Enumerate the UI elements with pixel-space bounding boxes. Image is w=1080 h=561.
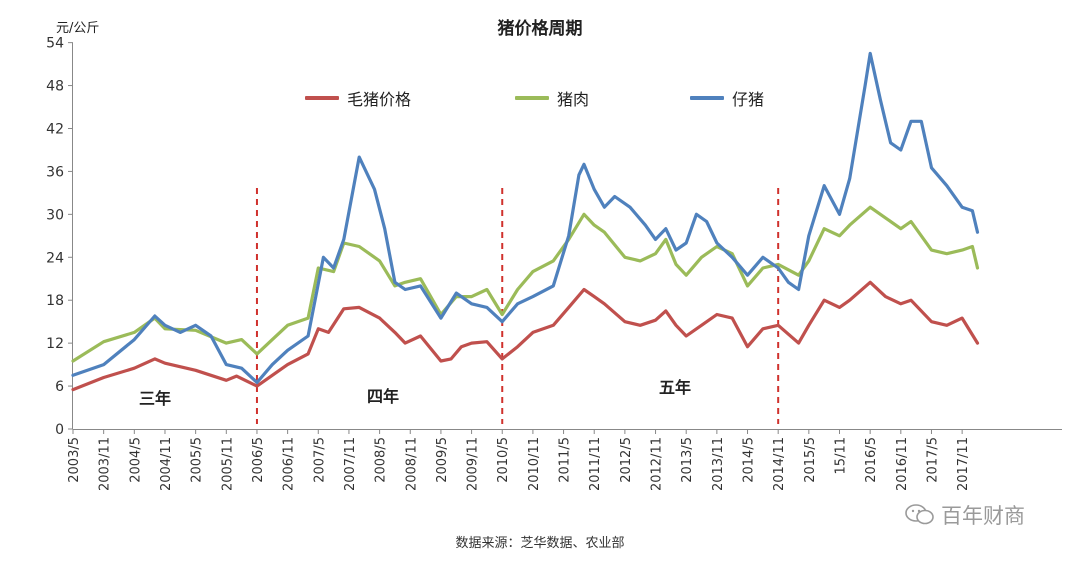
chart-title: 猪价格周期 (497, 19, 583, 39)
y-tick-label: 30 (46, 207, 64, 223)
x-tick-label: 2016/5 (864, 437, 879, 483)
legend-label: 毛猪价格 (347, 90, 412, 109)
x-tick-label: 2015/5 (803, 437, 818, 483)
y-tick-label: 6 (55, 379, 64, 395)
legend-item-zhurou: 猪肉 (515, 86, 589, 110)
series-line-0 (71, 280, 980, 392)
x-tick-label: 2006/5 (251, 437, 266, 483)
legend-label: 仔猪 (732, 90, 765, 109)
y-tick-label: 36 (46, 164, 64, 180)
x-tick-label: 2004/5 (128, 437, 143, 483)
cycle-label-four-years: 四年 (367, 387, 400, 406)
x-tick-label: 2017/5 (925, 437, 940, 483)
y-tick-label: 24 (46, 250, 64, 266)
x-tick-label: 2014/5 (742, 437, 757, 483)
x-tick-label: 2016/11 (895, 437, 910, 491)
y-tick-label: 0 (55, 422, 64, 438)
cycle-label-three-years: 三年 (139, 389, 172, 408)
y-tick-label: 48 (46, 79, 64, 95)
x-tick-label: 2003/5 (67, 437, 82, 483)
y-tick-label: 54 (46, 36, 64, 52)
x-tick-label: 2014/11 (772, 437, 787, 491)
x-tick-label: 2009/11 (466, 437, 481, 491)
x-tick-label: 15/11 (834, 437, 849, 474)
x-tick-label: 2008/11 (404, 437, 419, 491)
x-tick-label: 2003/11 (98, 437, 113, 491)
axes: 0 6 12 18 24 30 36 42 48 54 2003/5 2003/11 2004/5 200… (46, 36, 1062, 491)
y-tick-label: 42 (46, 121, 64, 137)
series-lines (71, 51, 980, 392)
x-tick-label: 2007/5 (312, 437, 327, 483)
legend-label: 猪肉 (557, 90, 590, 109)
cycle-label-five-years: 五年 (659, 378, 692, 397)
legend-swatch (690, 96, 724, 100)
legend-item-maozhu: 毛猪价格 (305, 86, 411, 110)
x-tick-label: 2009/5 (435, 437, 450, 483)
x-tick-label: 2012/5 (619, 437, 634, 483)
series-line-2 (71, 51, 980, 385)
x-tick-label: 2010/5 (496, 437, 511, 483)
x-tick-label: 2011/5 (558, 437, 573, 483)
watermark: 百年财商 (905, 500, 1025, 530)
x-tick-label: 2004/11 (159, 437, 174, 491)
x-tick-label: 2013/11 (711, 437, 726, 491)
legend-swatch (305, 96, 339, 100)
y-tick-label: 18 (46, 293, 64, 309)
x-tick-label: 2008/5 (374, 437, 389, 483)
x-tick-label: 2005/11 (220, 437, 235, 491)
x-tick-label: 2017/11 (956, 437, 971, 491)
x-tick-label: 2011/11 (588, 437, 603, 491)
series-line-1 (71, 205, 980, 363)
x-tick-label: 2010/11 (527, 437, 542, 491)
x-tick-label: 2005/5 (190, 437, 205, 483)
x-tick-label: 2007/11 (343, 437, 358, 491)
data-source: 数据来源：芝华数据、农业部 (455, 536, 625, 551)
x-tick-label: 2012/11 (650, 437, 665, 491)
legend-swatch (515, 96, 549, 100)
wechat-icon (905, 504, 934, 525)
legend-item-zizhu: 仔猪 (690, 86, 764, 110)
watermark-text: 百年财商 (941, 504, 1025, 528)
y-tick-label: 12 (46, 336, 64, 352)
y-axis-unit: 元/公斤 (56, 21, 100, 36)
x-tick-label: 2006/11 (282, 437, 297, 491)
x-tick-label: 2013/5 (680, 437, 695, 483)
